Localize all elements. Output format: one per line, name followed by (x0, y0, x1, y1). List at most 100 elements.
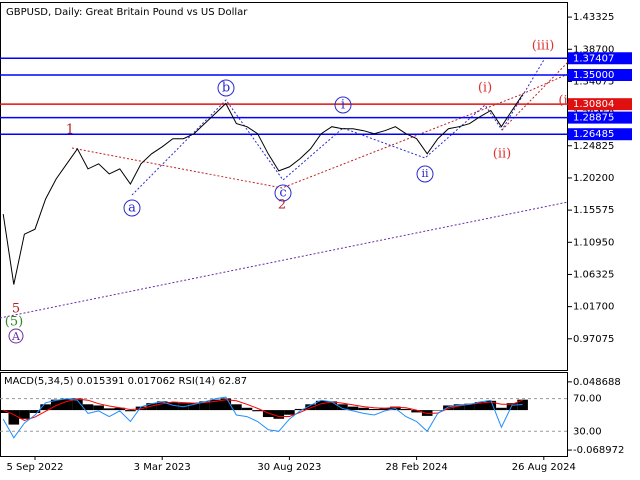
macd-bar (188, 403, 200, 411)
y-tick-label: 1.06325 (573, 269, 614, 280)
wave-circle (123, 199, 141, 217)
wave-circle (217, 79, 235, 97)
macd-bar (474, 401, 486, 411)
wave-circle (8, 328, 24, 344)
level-box (568, 68, 632, 81)
macd-bar (82, 404, 94, 411)
macd-bar (496, 407, 507, 411)
macd-bar (29, 410, 41, 413)
macd-bar (421, 410, 433, 416)
macd-bar (8, 410, 20, 425)
macd-bar (50, 399, 62, 411)
level-label: 1.37407 (573, 53, 614, 64)
indicator-title: MACD(5,34,5) 0.015391 0.017062 RSI(14) 6… (4, 376, 247, 387)
macd-bar (146, 403, 157, 411)
macd-bar (347, 406, 359, 411)
macd-bar (72, 398, 83, 411)
wave-circles (8, 79, 434, 344)
wave-label: A (11, 330, 21, 343)
macd-bar (400, 408, 412, 411)
macd-bar (358, 407, 369, 411)
macd-bar (305, 404, 316, 411)
level-label: 1.30804 (573, 99, 614, 110)
wave-label: 5 (12, 302, 20, 317)
macd-bar (315, 400, 327, 411)
wave-label: i (341, 98, 345, 113)
macd-bar (252, 410, 263, 412)
y-tick-label: 1.01700 (573, 302, 614, 313)
macd-bar (294, 408, 306, 411)
price-panel-frame (0, 2, 568, 371)
y2-tick-label: 30.00 (573, 426, 602, 437)
macd-bar (125, 410, 136, 412)
macd-bar (199, 401, 210, 411)
wave-label: 1 (66, 123, 74, 138)
y-tick-label: 1.10950 (573, 237, 614, 248)
macd-bar (262, 410, 274, 418)
wave-label: 2 (278, 198, 286, 213)
level-box (568, 128, 632, 141)
level-box (568, 111, 632, 124)
y-tick-label: 0.048688 (573, 377, 621, 388)
macd-bar (368, 408, 380, 411)
macd-bar (93, 405, 104, 411)
macd-bar (379, 407, 391, 411)
level-label: 1.35000 (573, 70, 614, 81)
price-line (2, 94, 524, 285)
wave-labels: 1 2 5 (5) A a b c i ii (i) (ii) (iii) (i (5, 39, 568, 344)
macd-bar (0, 410, 9, 413)
wave-label: (5) (5, 315, 23, 330)
x-tick-label: 28 Feb 2024 (385, 462, 447, 473)
y-tick-label: -0.068972 (573, 445, 624, 456)
macd-bar (453, 404, 465, 411)
x-tick-label: 5 Sep 2022 (6, 462, 63, 473)
x-tick-label: 3 Mar 2023 (134, 462, 191, 473)
wave-label: (i) (478, 81, 492, 96)
macd-bar (337, 404, 348, 411)
macd-bar (485, 400, 497, 411)
wave-line (71, 73, 569, 189)
macd-bar (231, 404, 242, 411)
macd-bar (40, 404, 51, 411)
x-tick-label: 26 Aug 2024 (512, 462, 576, 473)
macd-bar (411, 410, 422, 413)
y-tick-label: 1.20200 (573, 173, 614, 184)
wave-label: (ii) (493, 147, 511, 162)
macd-bar (19, 410, 30, 419)
wave-label: (i (558, 94, 567, 109)
indicator-panel-frame (0, 372, 568, 457)
y-tick-label: 1.34075 (573, 76, 614, 87)
marks (0, 57, 568, 439)
macd-bar (156, 401, 168, 411)
level-label: 1.26485 (573, 129, 614, 140)
macd-bar (114, 407, 126, 411)
macd-bar (135, 406, 147, 411)
macd-bar (284, 410, 295, 415)
y-tick-label: 1.24825 (573, 141, 614, 152)
wave-label: c (279, 186, 286, 201)
indicator-line (2, 396, 523, 439)
wave-label: b (222, 81, 230, 96)
macd-bar (209, 399, 221, 411)
indicator-line (3, 398, 523, 422)
wave-circle (274, 184, 292, 202)
macd-bar (273, 410, 285, 419)
macd-bar (326, 401, 338, 411)
wave-circle (416, 165, 434, 183)
y-tick-label: 1.43325 (573, 12, 614, 23)
y2-tick-label: 70.00 (573, 394, 602, 405)
y-tick-label: 0.97075 (573, 334, 614, 345)
channel-line (0, 201, 569, 319)
wave-label: (iii) (532, 39, 555, 54)
macd-bar (432, 410, 444, 411)
chart-title: GBPUSD, Daily: Great Britain Pound vs US… (6, 7, 248, 18)
macd-bar (241, 407, 253, 411)
level-label: 1.28875 (573, 113, 614, 124)
y-tick-label: 1.15575 (573, 205, 614, 216)
macd-bar (506, 403, 518, 411)
macd-bar (103, 408, 115, 411)
macd-bar (443, 405, 454, 411)
macd-bar (464, 403, 475, 411)
